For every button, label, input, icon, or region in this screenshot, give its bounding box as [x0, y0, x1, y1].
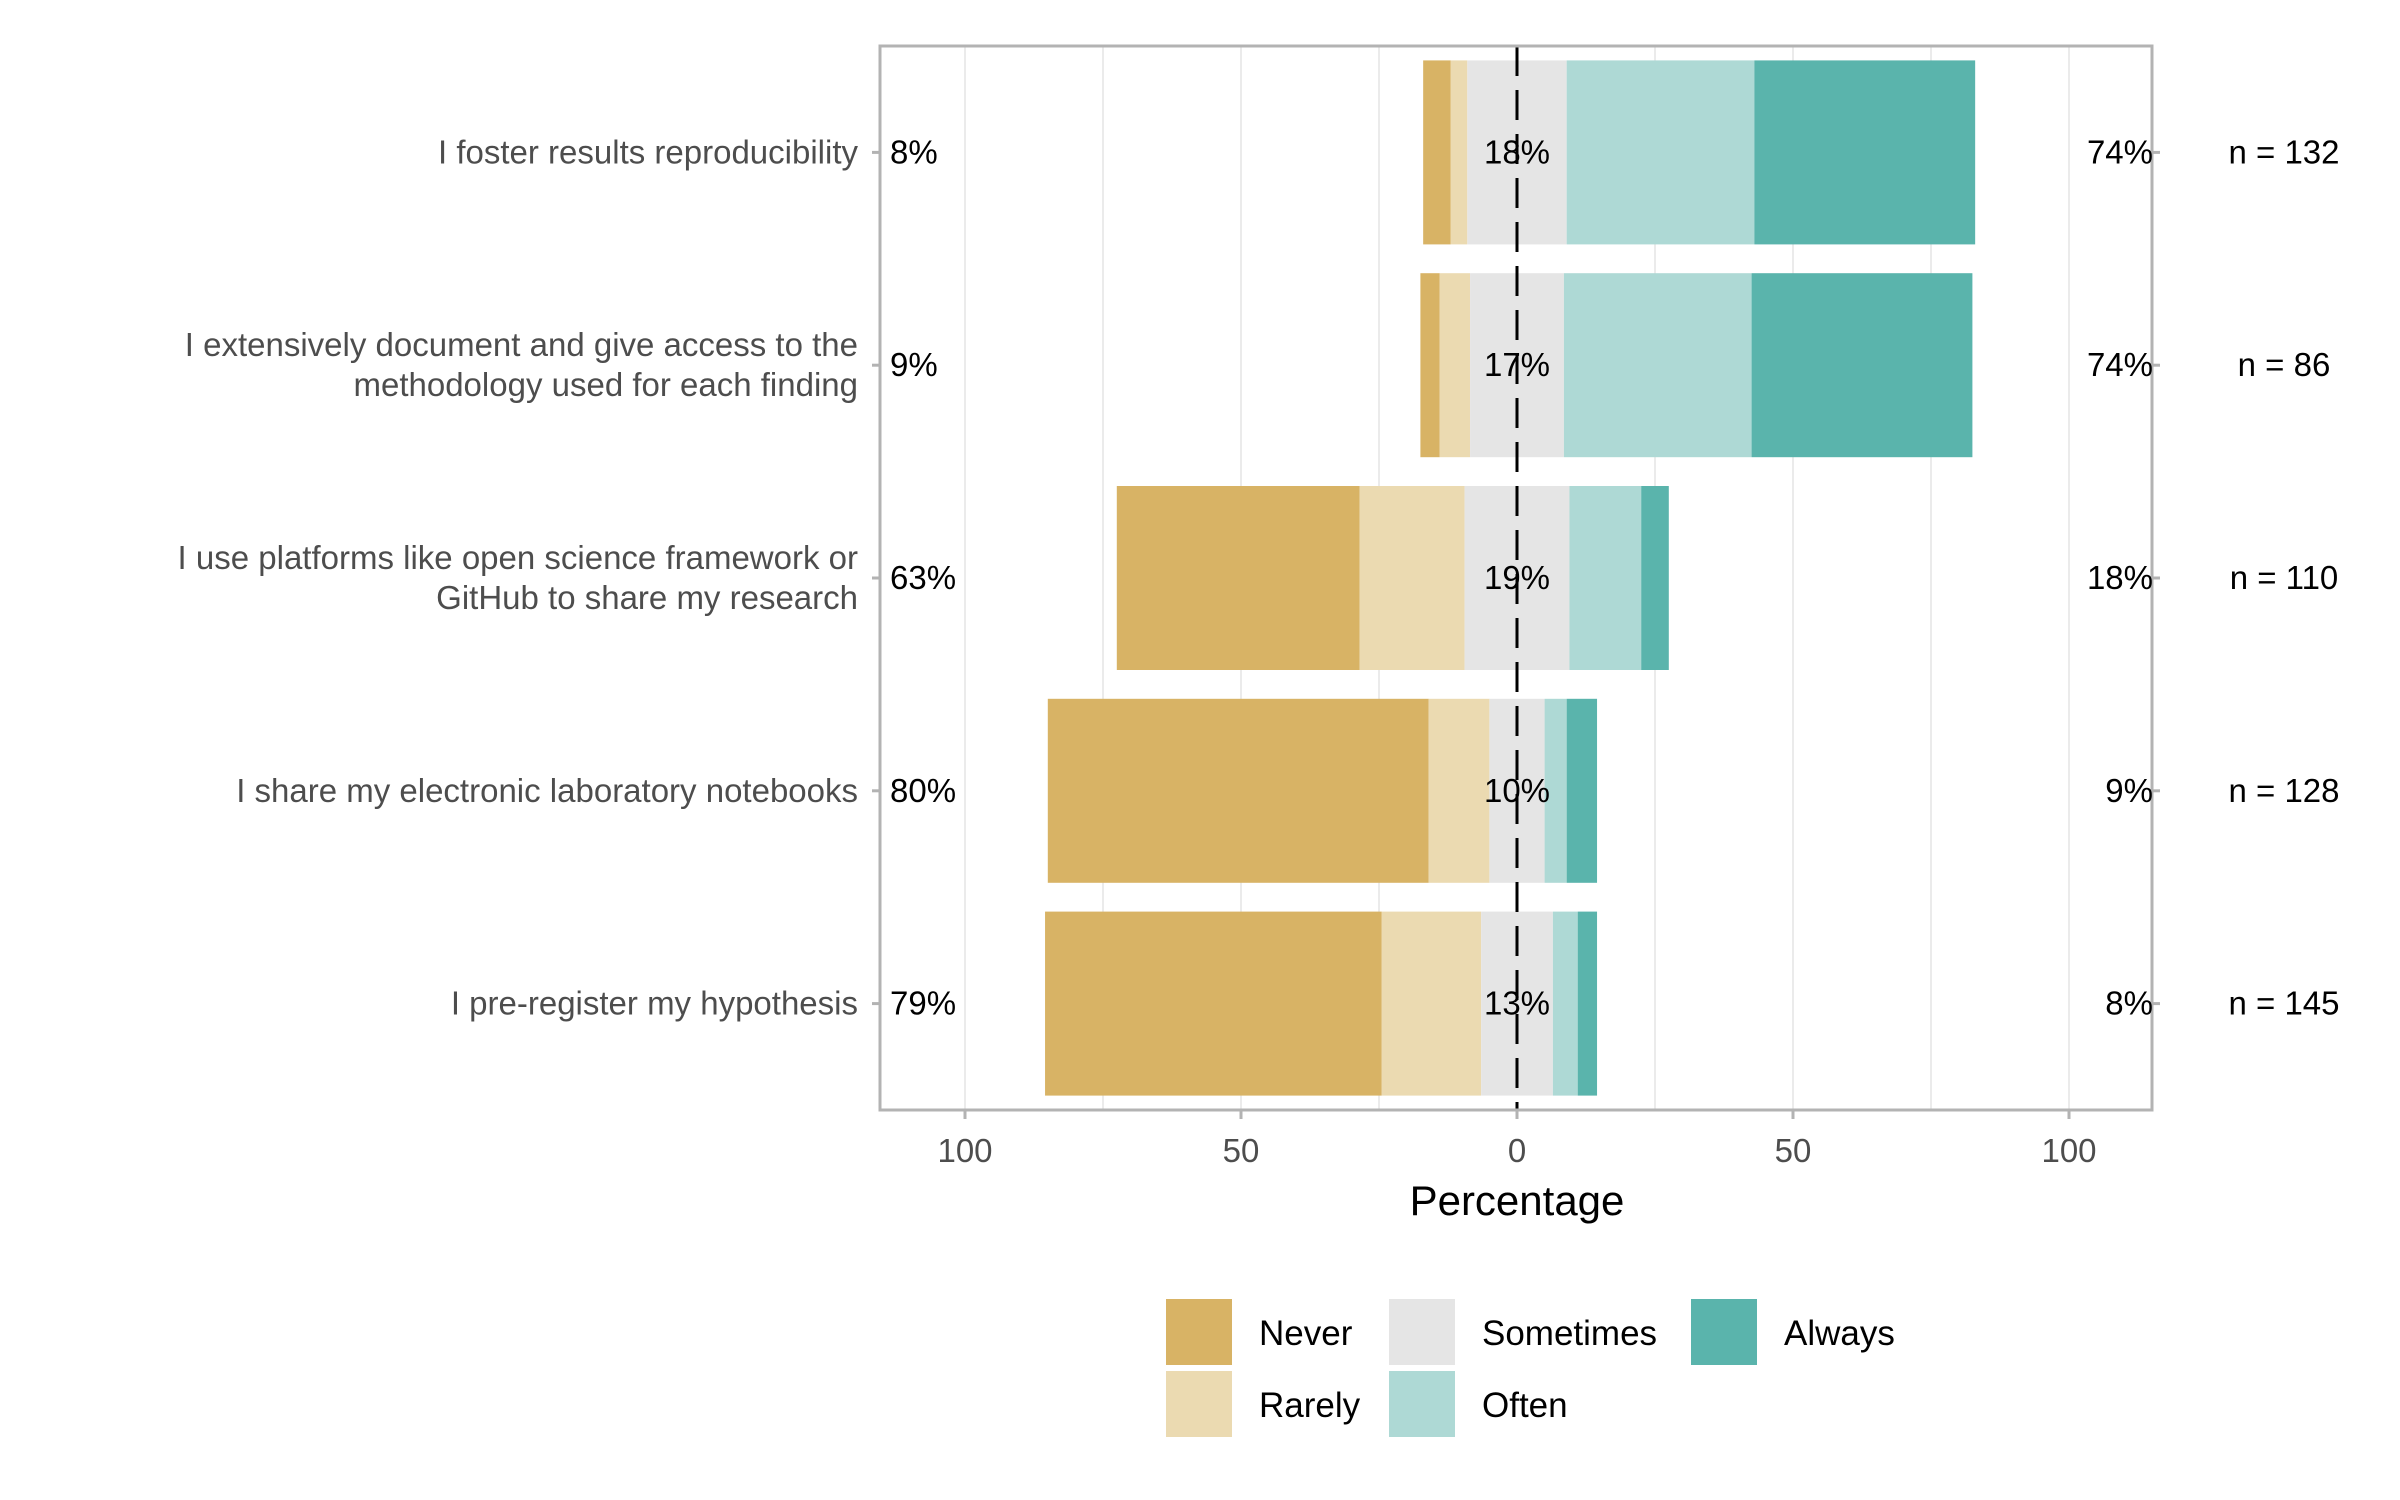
sample-size-label: n = 110 — [2230, 559, 2339, 596]
right-percentage-label: 8% — [2105, 985, 2153, 1022]
bar-rarely-row-5 — [1381, 911, 1482, 1096]
left-percentage-label: 63% — [890, 559, 956, 596]
bar-rarely-row-4 — [1428, 698, 1490, 883]
bar-always-row-5 — [1577, 911, 1598, 1096]
legend-key-often — [1387, 1369, 1457, 1439]
category-label: GitHub to share my research — [436, 579, 858, 616]
bar-always-row-1 — [1754, 60, 1976, 245]
bar-always-row-2 — [1751, 273, 1973, 458]
legend-label-sometimes: Sometimes — [1482, 1314, 1657, 1353]
legend-label-often: Often — [1482, 1386, 1568, 1425]
legend-key-never — [1164, 1297, 1234, 1367]
bar-often-row-3 — [1569, 486, 1642, 670]
bar-often-row-1 — [1566, 60, 1755, 245]
category-label: I extensively document and give access t… — [185, 326, 858, 363]
center-percentage-label: 13% — [1484, 985, 1550, 1022]
bar-never-row-3 — [1116, 486, 1360, 670]
x-tick-label: 50 — [1775, 1132, 1812, 1169]
left-percentage-label: 80% — [890, 772, 956, 809]
legend-key-sometimes — [1387, 1297, 1457, 1367]
sample-size-label: n = 86 — [2238, 346, 2331, 383]
bar-often-row-4 — [1544, 698, 1567, 883]
category-labels: I foster results reproducibility I extens… — [178, 133, 859, 1021]
x-tick-label: 100 — [937, 1132, 992, 1169]
sample-size-label: n = 128 — [2228, 772, 2339, 809]
percentage-labels: 8% 18% 74% 9% 17% 74% 63% 19% 18% 80% 10% 9% 79% 13% 8… — [890, 133, 2153, 1021]
legend-label-always: Always — [1784, 1314, 1895, 1353]
bar-rarely-row-2 — [1439, 273, 1471, 458]
legend-label-rarely: Rarely — [1259, 1386, 1361, 1425]
right-percentage-label: 18% — [2087, 559, 2153, 596]
left-percentage-label: 79% — [890, 985, 956, 1022]
right-percentage-label: 74% — [2087, 133, 2153, 170]
bar-always-row-3 — [1641, 486, 1669, 670]
x-tick-label: 100 — [2041, 1132, 2096, 1169]
bar-always-row-4 — [1566, 698, 1598, 883]
legend-key-always — [1689, 1297, 1759, 1367]
bar-never-row-4 — [1047, 698, 1429, 883]
legend-label-never: Never — [1259, 1314, 1353, 1353]
x-tick-label: 0 — [1508, 1132, 1526, 1169]
x-axis: 100 50 0 50 100 — [937, 1110, 2097, 1169]
right-percentage-label: 74% — [2087, 346, 2153, 383]
left-percentage-label: 8% — [890, 133, 938, 170]
right-percentage-label: 9% — [2105, 772, 2153, 809]
bar-rarely-row-1 — [1450, 60, 1468, 245]
center-percentage-label: 19% — [1484, 559, 1550, 596]
bar-never-row-1 — [1423, 60, 1451, 245]
sample-size-label: n = 145 — [2228, 985, 2339, 1022]
bar-never-row-2 — [1420, 273, 1440, 458]
center-percentage-label: 10% — [1484, 772, 1550, 809]
bar-never-row-5 — [1045, 911, 1382, 1096]
bar-often-row-5 — [1552, 911, 1578, 1096]
center-percentage-label: 17% — [1484, 346, 1550, 383]
bar-often-row-2 — [1563, 273, 1752, 458]
n-labels: n = 132 n = 86 n = 110 n = 128 n = 145 — [2228, 133, 2339, 1021]
legend-key-rarely — [1164, 1369, 1234, 1439]
sample-size-label: n = 132 — [2228, 133, 2339, 170]
left-percentage-label: 9% — [890, 346, 938, 383]
category-label: methodology used for each finding — [353, 366, 858, 403]
category-label: I share my electronic laboratory noteboo… — [236, 772, 858, 809]
category-label: I use platforms like open science framew… — [178, 539, 858, 576]
bar-rarely-row-3 — [1359, 486, 1465, 670]
x-tick-label: 50 — [1223, 1132, 1260, 1169]
category-label: I pre-register my hypothesis — [451, 985, 858, 1022]
category-label: I foster results reproducibility — [438, 133, 858, 170]
x-axis-title: Percentage — [1410, 1177, 1625, 1224]
center-percentage-label: 18% — [1484, 133, 1550, 170]
legend: Never Rarely Sometimes Often Always — [1164, 1297, 1895, 1439]
